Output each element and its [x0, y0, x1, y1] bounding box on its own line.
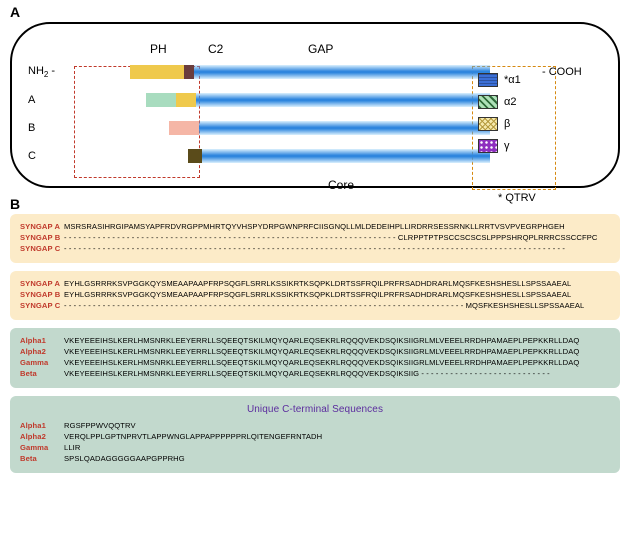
sequence-text: EYHLGSRRRKSVPGGKQYSMEAAPAAPFRPSQGFLSRRLK… [64, 290, 571, 299]
legend-label: β [504, 118, 510, 130]
sequence-block: SYNGAP AEYHLGSRRRKSVPGGKQYSMEAAPAAPFRPSQ… [10, 271, 620, 320]
sequence-name: SYNGAP A [20, 222, 64, 231]
sequence-name: SYNGAP C [20, 301, 64, 310]
legend-swatch [478, 139, 498, 153]
row-label: NH2 - [28, 65, 74, 79]
sequence-name: SYNGAP B [20, 233, 64, 242]
sequence-text: VERQLPPLGPTNPRVTLAPPWNGLAPPAPPPPPPRLQITE… [64, 432, 322, 441]
legend-swatch [478, 117, 498, 131]
domain-segment [184, 65, 194, 79]
sequence-block: SYNGAP AMSRSRASIHRGIPAMSYAPFRDVRGPPMHRTQ… [10, 214, 620, 263]
sequence-text: VKEYEEEIHSLKERLHMSNRKLEEYERRLLSQEEQTSKIL… [64, 369, 550, 378]
sequence-name: Alpha2 [20, 347, 64, 356]
sequence-line: Alpha1VKEYEEEIHSLKERLHMSNRKLEEYERRLLSQEE… [20, 336, 610, 345]
panel-a-box: PH C2 GAP NH2 -- COOHABC Core * QTRV *α1… [10, 22, 620, 188]
sequence-name: Gamma [20, 358, 64, 367]
sequence-line: SYNGAP AEYHLGSRRRKSVPGGKQYSMEAAPAAPFRPSQ… [20, 279, 610, 288]
rows-container: NH2 -- COOHABC Core * QTRV *α1α2βγ [28, 62, 598, 166]
sequence-name: Alpha1 [20, 336, 64, 345]
legend-row: *α1 [478, 70, 521, 90]
legend-label: α2 [504, 96, 516, 108]
sequence-line: Alpha1RGSFPPWVQQTRV [20, 421, 610, 430]
sequence-text: EYHLGSRRRKSVPGGKQYSMEAAPAAPFRPSQGFLSRRLK… [64, 279, 571, 288]
sequence-block: Unique C-terminal Sequences Alpha1RGSFPPW… [10, 396, 620, 473]
sequence-text: RGSFPPWVQQTRV [64, 421, 136, 430]
sequence-block: Alpha1VKEYEEEIHSLKERLHMSNRKLEEYERRLLSQEE… [10, 328, 620, 388]
end-label: - COOH [536, 66, 598, 78]
sequence-text: SPSLQADAGGGGGAAPGPPRHG [64, 454, 185, 463]
sequence-text: MSRSRASIHRGIPAMSYAPFRDVRGPPMHRTQYVHSPYDR… [64, 222, 565, 231]
core-bar [199, 121, 490, 135]
core-label: Core [328, 178, 354, 192]
sequence-line: SYNGAP AMSRSRASIHRGIPAMSYAPFRDVRGPPMHRTQ… [20, 222, 610, 231]
legend-swatch [478, 95, 498, 109]
sequence-line: SYNGAP B- - - - - - - - - - - - - - - - … [20, 233, 610, 242]
row-label: B [28, 122, 74, 134]
domain-segment [169, 121, 199, 135]
bar-area [74, 121, 536, 135]
sequence-line: SYNGAP C- - - - - - - - - - - - - - - - … [20, 244, 610, 253]
sequence-name: Beta [20, 369, 64, 378]
core-bar [196, 93, 490, 107]
panel-a: A PH C2 GAP NH2 -- COOHABC Core * QTRV *… [0, 0, 630, 192]
sequence-line: Alpha2VERQLPPLGPTNPRVTLAPPWNGLAPPAPPPPPP… [20, 432, 610, 441]
sequence-text: - - - - - - - - - - - - - - - - - - - - … [64, 301, 584, 310]
gap-label: GAP [308, 42, 333, 56]
bar-area [74, 149, 536, 163]
sequence-text: - - - - - - - - - - - - - - - - - - - - … [64, 233, 597, 242]
panel-a-label: A [10, 4, 20, 20]
sequence-line: BetaVKEYEEEIHSLKERLHMSNRKLEEYERRLLSQEEQT… [20, 369, 610, 378]
sequence-name: SYNGAP B [20, 290, 64, 299]
sequence-line: SYNGAP C- - - - - - - - - - - - - - - - … [20, 301, 610, 310]
sequence-text: VKEYEEEIHSLKERLHMSNRKLEEYERRLLSQEEQTSKIL… [64, 358, 579, 367]
sequence-name: Gamma [20, 443, 64, 452]
legend-row: α2 [478, 92, 521, 112]
bar-area [74, 93, 536, 107]
sequence-name: Alpha1 [20, 421, 64, 430]
domain-segment [130, 65, 184, 79]
domain-segment [188, 149, 202, 163]
sequence-name: SYNGAP C [20, 244, 64, 253]
panel-b: B SYNGAP AMSRSRASIHRGIPAMSYAPFRDVRGPPMHR… [0, 192, 630, 485]
ph-label: PH [150, 42, 167, 56]
sequence-name: Alpha2 [20, 432, 64, 441]
sequence-line: GammaVKEYEEEIHSLKERLHMSNRKLEEYERRLLSQEEQ… [20, 358, 610, 367]
cterm-title: Unique C-terminal Sequences [20, 404, 610, 415]
sequence-line: BetaSPSLQADAGGGGGAAPGPPRHG [20, 454, 610, 463]
sequence-text: - - - - - - - - - - - - - - - - - - - - … [64, 244, 565, 253]
row-label: A [28, 94, 74, 106]
bar-area [74, 65, 536, 79]
sequence-text: VKEYEEEIHSLKERLHMSNRKLEEYERRLLSQEEQTSKIL… [64, 336, 579, 345]
domain-labels: PH C2 GAP [28, 42, 598, 60]
sequence-name: SYNGAP A [20, 279, 64, 288]
legend-label: γ [504, 140, 510, 152]
legend-label: *α1 [504, 74, 521, 86]
legend-swatch [478, 73, 498, 87]
sequence-name: Beta [20, 454, 64, 463]
sequence-text: LLIR [64, 443, 80, 452]
qtrv-label: * QTRV [498, 192, 536, 204]
sequence-line: GammaLLIR [20, 443, 610, 452]
legend-row: β [478, 114, 521, 134]
sequence-text: VKEYEEEIHSLKERLHMSNRKLEEYERRLLSQEEQTSKIL… [64, 347, 579, 356]
domain-segment [176, 93, 196, 107]
panel-b-label: B [10, 196, 20, 212]
c2-label: C2 [208, 42, 223, 56]
sequence-line: Alpha2VKEYEEEIHSLKERLHMSNRKLEEYERRLLSQEE… [20, 347, 610, 356]
legend-row: γ [478, 136, 521, 156]
core-bar [202, 149, 490, 163]
domain-segment [146, 93, 176, 107]
core-bar [194, 65, 490, 79]
sequence-line: SYNGAP BEYHLGSRRRKSVPGGKQYSMEAAPAAPFRPSQ… [20, 290, 610, 299]
row-label: C [28, 150, 74, 162]
